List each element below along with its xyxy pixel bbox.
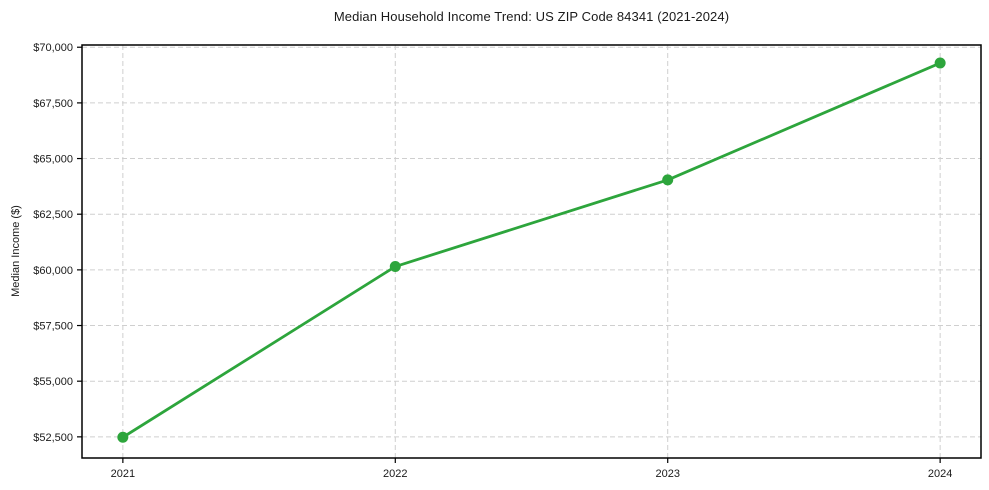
chart-title: Median Household Income Trend: US ZIP Co… [333,9,730,24]
data-point-2023 [662,174,674,186]
axes-frame-layer [81,44,982,459]
y-tick-label: $57,500 [33,321,73,333]
data-point-2021 [117,431,129,443]
data-point-2022 [389,261,401,273]
tick-layer: $52,500 $55,000 $57,500 $60,000 $62,500 $65,0… [33,42,952,480]
x-tick-label: 2021 [111,468,135,480]
y-tick-label: $52,500 [33,432,73,444]
axes-frame [81,44,982,459]
data-point-2024 [934,57,946,69]
y-tick-label: $67,500 [33,98,73,110]
trend-line [121,61,942,439]
y-axis-label: Median Income ($) [10,205,22,297]
trend-line-layer [117,57,946,443]
grid-layer [82,45,981,458]
x-tick-label: 2024 [928,468,952,480]
y-tick-label: $62,500 [33,209,73,221]
y-tick-label: $65,000 [33,154,73,166]
x-tick-label: 2022 [383,468,407,480]
x-tick-label: 2023 [655,468,679,480]
y-tick-label: $70,000 [33,42,73,54]
y-tick-label: $55,000 [33,376,73,388]
y-tick-label: $60,000 [33,265,73,277]
